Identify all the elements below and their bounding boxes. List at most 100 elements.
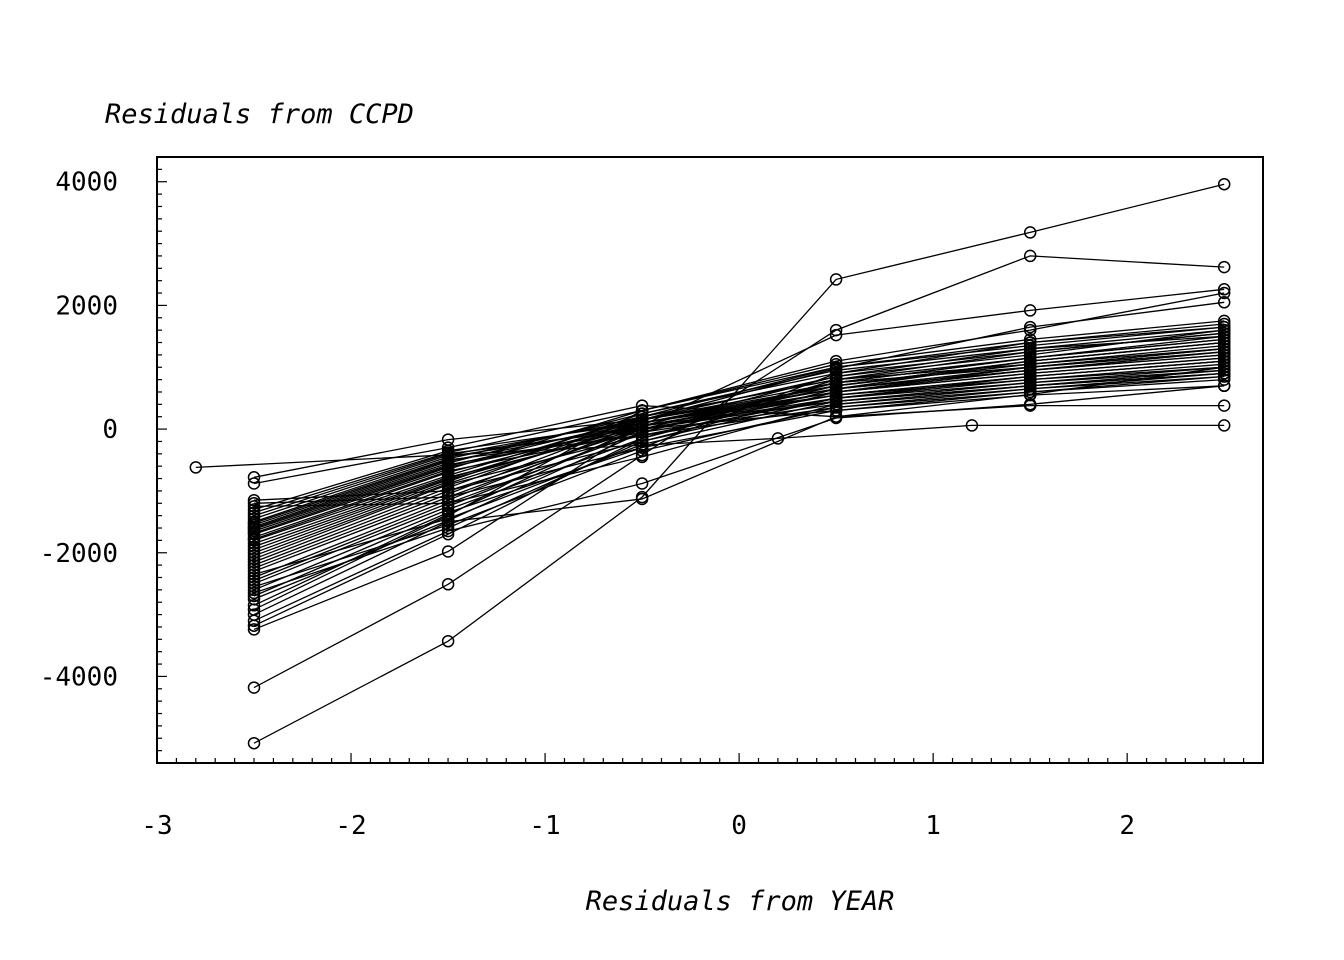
data-point bbox=[635, 450, 649, 464]
data-point bbox=[247, 503, 261, 516]
data-point bbox=[1217, 286, 1231, 300]
data-point bbox=[635, 404, 649, 417]
data-point bbox=[247, 568, 261, 581]
data-point bbox=[829, 388, 843, 402]
data-point bbox=[829, 357, 843, 371]
data-point bbox=[1217, 323, 1231, 337]
data-point bbox=[1023, 376, 1037, 389]
data-point bbox=[1217, 320, 1231, 334]
data-point bbox=[829, 404, 843, 417]
data-point bbox=[1217, 317, 1231, 331]
x-tick-label: 2 bbox=[1119, 811, 1135, 841]
data-point bbox=[247, 571, 261, 584]
data-point bbox=[965, 419, 979, 432]
x-tick-label: -1 bbox=[529, 811, 560, 841]
data-point bbox=[1023, 226, 1037, 239]
data-point bbox=[1217, 357, 1231, 371]
data-point bbox=[829, 382, 843, 396]
x-tick-label: -3 bbox=[141, 811, 172, 841]
data-point bbox=[247, 506, 261, 519]
x-tick-label: 0 bbox=[731, 811, 747, 841]
data-point bbox=[635, 492, 649, 506]
data-point bbox=[247, 477, 261, 490]
data-point bbox=[189, 461, 203, 474]
data-point bbox=[441, 490, 455, 504]
data-point bbox=[247, 583, 261, 597]
data-point bbox=[829, 379, 843, 393]
data-point bbox=[1217, 364, 1231, 377]
data-point bbox=[1023, 333, 1037, 346]
data-point bbox=[1023, 385, 1037, 399]
data-point bbox=[247, 540, 261, 553]
data-point bbox=[829, 385, 843, 399]
data-point bbox=[1023, 304, 1037, 317]
data-point bbox=[247, 681, 261, 694]
data-point bbox=[635, 413, 649, 427]
data-point bbox=[247, 555, 261, 569]
series-layer bbox=[189, 177, 1231, 750]
y-tick-label: -2000 bbox=[40, 539, 118, 569]
data-point bbox=[1023, 388, 1037, 402]
data-point bbox=[829, 410, 843, 423]
data-point bbox=[829, 401, 843, 414]
data-point bbox=[1023, 336, 1037, 349]
data-point bbox=[441, 508, 455, 521]
data-point bbox=[441, 634, 455, 648]
series-line-43 bbox=[253, 360, 1225, 501]
series-line-37 bbox=[253, 354, 1225, 520]
x-tick-label: 1 bbox=[925, 811, 941, 841]
y-tick-label: 0 bbox=[102, 415, 118, 445]
data-point bbox=[441, 484, 455, 498]
data-point bbox=[441, 527, 455, 541]
data-point bbox=[247, 599, 261, 612]
data-point bbox=[1023, 339, 1037, 352]
series-line-35 bbox=[253, 348, 1225, 524]
data-point bbox=[1217, 296, 1231, 309]
series-line-21 bbox=[253, 335, 1225, 554]
series-line-48 bbox=[253, 329, 1225, 606]
data-point bbox=[1023, 367, 1037, 380]
x-tick-label: -2 bbox=[335, 811, 366, 841]
y-axis-title: Residuals from CCPD bbox=[105, 99, 414, 130]
data-point bbox=[829, 391, 843, 405]
data-point bbox=[1023, 348, 1037, 362]
data-point bbox=[635, 477, 649, 490]
data-point bbox=[1217, 348, 1231, 362]
series-line-32 bbox=[253, 332, 1225, 529]
data-point bbox=[1217, 333, 1231, 346]
data-point bbox=[1217, 336, 1231, 349]
data-point bbox=[635, 444, 649, 457]
data-point bbox=[1217, 419, 1231, 432]
data-point bbox=[247, 565, 261, 578]
data-point bbox=[1217, 351, 1231, 365]
data-point bbox=[635, 416, 649, 430]
series-line-29 bbox=[253, 366, 1225, 534]
data-point bbox=[829, 373, 843, 386]
data-point bbox=[1217, 345, 1231, 359]
data-point bbox=[829, 367, 843, 380]
y-tick-label: 4000 bbox=[55, 168, 118, 198]
data-point bbox=[247, 619, 261, 632]
y-tick-label: 2000 bbox=[55, 291, 118, 321]
data-point bbox=[247, 500, 261, 513]
data-point bbox=[635, 419, 649, 433]
data-point bbox=[1023, 364, 1037, 377]
series-line-3 bbox=[253, 288, 1225, 631]
data-point bbox=[1023, 382, 1037, 396]
data-point bbox=[1217, 370, 1231, 383]
data-point bbox=[1217, 360, 1231, 374]
data-point bbox=[1023, 398, 1037, 411]
data-point bbox=[441, 545, 455, 558]
series-line-10 bbox=[253, 323, 1225, 597]
data-point bbox=[1023, 342, 1037, 355]
series-line-28 bbox=[253, 320, 1225, 535]
series-line-46 bbox=[253, 348, 1225, 594]
data-point bbox=[441, 578, 455, 591]
data-point bbox=[1023, 320, 1037, 334]
series-line-47 bbox=[253, 335, 1225, 600]
series-line-9 bbox=[253, 292, 1225, 611]
data-point bbox=[1217, 342, 1231, 355]
data-point bbox=[1217, 314, 1231, 328]
data-point bbox=[1217, 260, 1231, 274]
data-point bbox=[247, 561, 261, 575]
